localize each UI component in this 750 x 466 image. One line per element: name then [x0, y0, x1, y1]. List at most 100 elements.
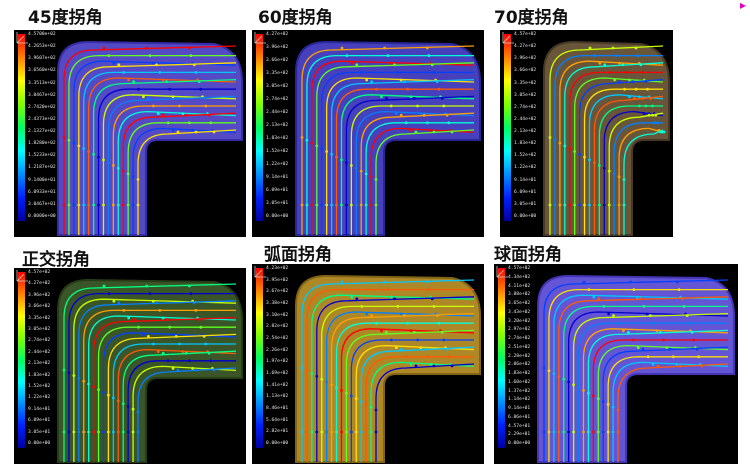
flow-arrow: [375, 321, 378, 325]
streamline: [602, 346, 729, 462]
flow-arrow: [187, 46, 191, 50]
colorbar-tick-label: 1.13e+02: [266, 394, 289, 400]
flow-arrow: [617, 203, 621, 207]
streamline: [63, 45, 237, 235]
flow-arrow: [62, 430, 66, 434]
flow-arrow: [300, 203, 304, 207]
flow-arrow: [409, 329, 413, 333]
flow-arrow: [155, 301, 158, 305]
flow-arrow: [385, 97, 388, 100]
flow-arrow: [369, 175, 373, 179]
streamline: [83, 71, 236, 235]
colorbar-tick-label: 3.05e+02: [514, 92, 537, 98]
streamline: [88, 315, 237, 462]
flow-arrow: [430, 63, 434, 67]
colorbar-tick-label: 3.05e+01: [266, 201, 289, 206]
flow-arrow: [209, 359, 213, 363]
flow-arrow: [627, 331, 630, 334]
colorbar-tick-label: 3.35e+02: [28, 315, 51, 321]
flow-arrow: [399, 347, 403, 351]
flow-arrow: [631, 338, 635, 342]
flow-arrow: [389, 61, 393, 65]
flow-arrow: [116, 203, 120, 207]
colorbar-tick-label: 2.13e+02: [28, 361, 51, 367]
flow-arrow: [608, 71, 612, 74]
axis-triad-icon: [254, 32, 266, 44]
flow-arrow: [102, 284, 106, 288]
panel-60: 60度拐角 4.27e+02 3.96e+02 3.66e+02 3.35e+02 3.…: [250, 0, 500, 240]
colorbar-tick-label: 3.05e+02: [266, 84, 289, 89]
flow-arrow: [624, 71, 628, 74]
flow-arrow: [126, 430, 130, 434]
streamline: [350, 339, 474, 462]
streamline: [326, 77, 475, 235]
flow-arrow: [616, 408, 620, 412]
streamline: [73, 60, 237, 235]
flow-arrow: [445, 347, 449, 351]
streamline: [608, 112, 664, 235]
flow-arrow: [602, 305, 606, 308]
colorbar: [18, 34, 25, 221]
flow-arrow: [602, 203, 606, 207]
colorbar-tick-label: 3.65e+02: [508, 301, 531, 306]
colorbar-tick-label: 6.86e+01: [508, 414, 531, 420]
flow-arrow: [389, 338, 393, 342]
flow-arrow: [419, 112, 423, 115]
streamline: [321, 305, 474, 462]
flow-arrow: [432, 71, 436, 74]
flow-arrow: [635, 295, 639, 299]
flow-arrow: [340, 46, 344, 50]
flow-arrow: [354, 166, 358, 170]
flow-arrow: [87, 430, 91, 434]
flow-arrow: [587, 430, 590, 434]
streamline: [132, 127, 237, 235]
flow-arrow: [598, 61, 602, 65]
flow-arrow: [622, 203, 626, 207]
colorbar-tick-label: 2.26e+02: [266, 347, 289, 353]
streamline: [578, 78, 664, 235]
flow-arrow: [355, 63, 359, 67]
streamline: [316, 62, 475, 235]
streamline: [311, 294, 475, 462]
flow-arrow: [695, 347, 699, 351]
flow-arrow: [430, 297, 434, 301]
colorbar-tick-label: 9.14e+01: [508, 406, 531, 411]
flow-arrow: [340, 158, 343, 162]
flow-arrow: [435, 314, 439, 317]
flow-arrow: [690, 331, 694, 334]
colorbar-tick-label: 3.96e+02: [266, 45, 289, 50]
streamline: [568, 311, 729, 462]
flow-arrow: [385, 331, 388, 334]
flow-arrow: [380, 95, 383, 99]
flow-arrow: [349, 430, 353, 434]
flow-arrow: [432, 305, 436, 308]
panel-arc: 弧面拐角 4.23e+02 3.95e+02 3.67e+02 3.38e+02 3.1…: [250, 240, 500, 466]
flow-arrow: [651, 363, 655, 366]
colorbar-tick-label: 2.44e+02: [28, 349, 51, 355]
colorbar-tick-label: 0.00e+00: [28, 441, 51, 446]
flow-arrow: [442, 338, 446, 342]
streamline: [345, 329, 475, 462]
flow-arrow: [647, 113, 651, 117]
flow-arrow: [82, 430, 86, 434]
flow-arrow: [568, 147, 572, 151]
flow-arrow: [72, 430, 76, 434]
flow-arrow: [416, 104, 419, 108]
flow-arrow: [677, 288, 681, 291]
flow-arrow: [637, 104, 641, 108]
streamline: [88, 77, 237, 235]
flow-arrow: [320, 377, 324, 381]
colorbar-tick-label: 0.00e+00: [514, 214, 537, 219]
streamline: [117, 348, 237, 462]
flow-arrow: [678, 364, 682, 368]
flow-arrow: [611, 430, 615, 434]
streamline: [78, 62, 237, 235]
flow-arrow: [426, 355, 429, 359]
flow-arrow: [622, 329, 625, 333]
streamline: [73, 298, 237, 462]
flow-arrow: [597, 164, 601, 167]
flow-arrow: [97, 388, 100, 391]
flow-arrow: [655, 121, 659, 125]
flow-arrow: [184, 351, 188, 355]
colorbar-tick-label: 3.20e+02: [508, 318, 531, 324]
